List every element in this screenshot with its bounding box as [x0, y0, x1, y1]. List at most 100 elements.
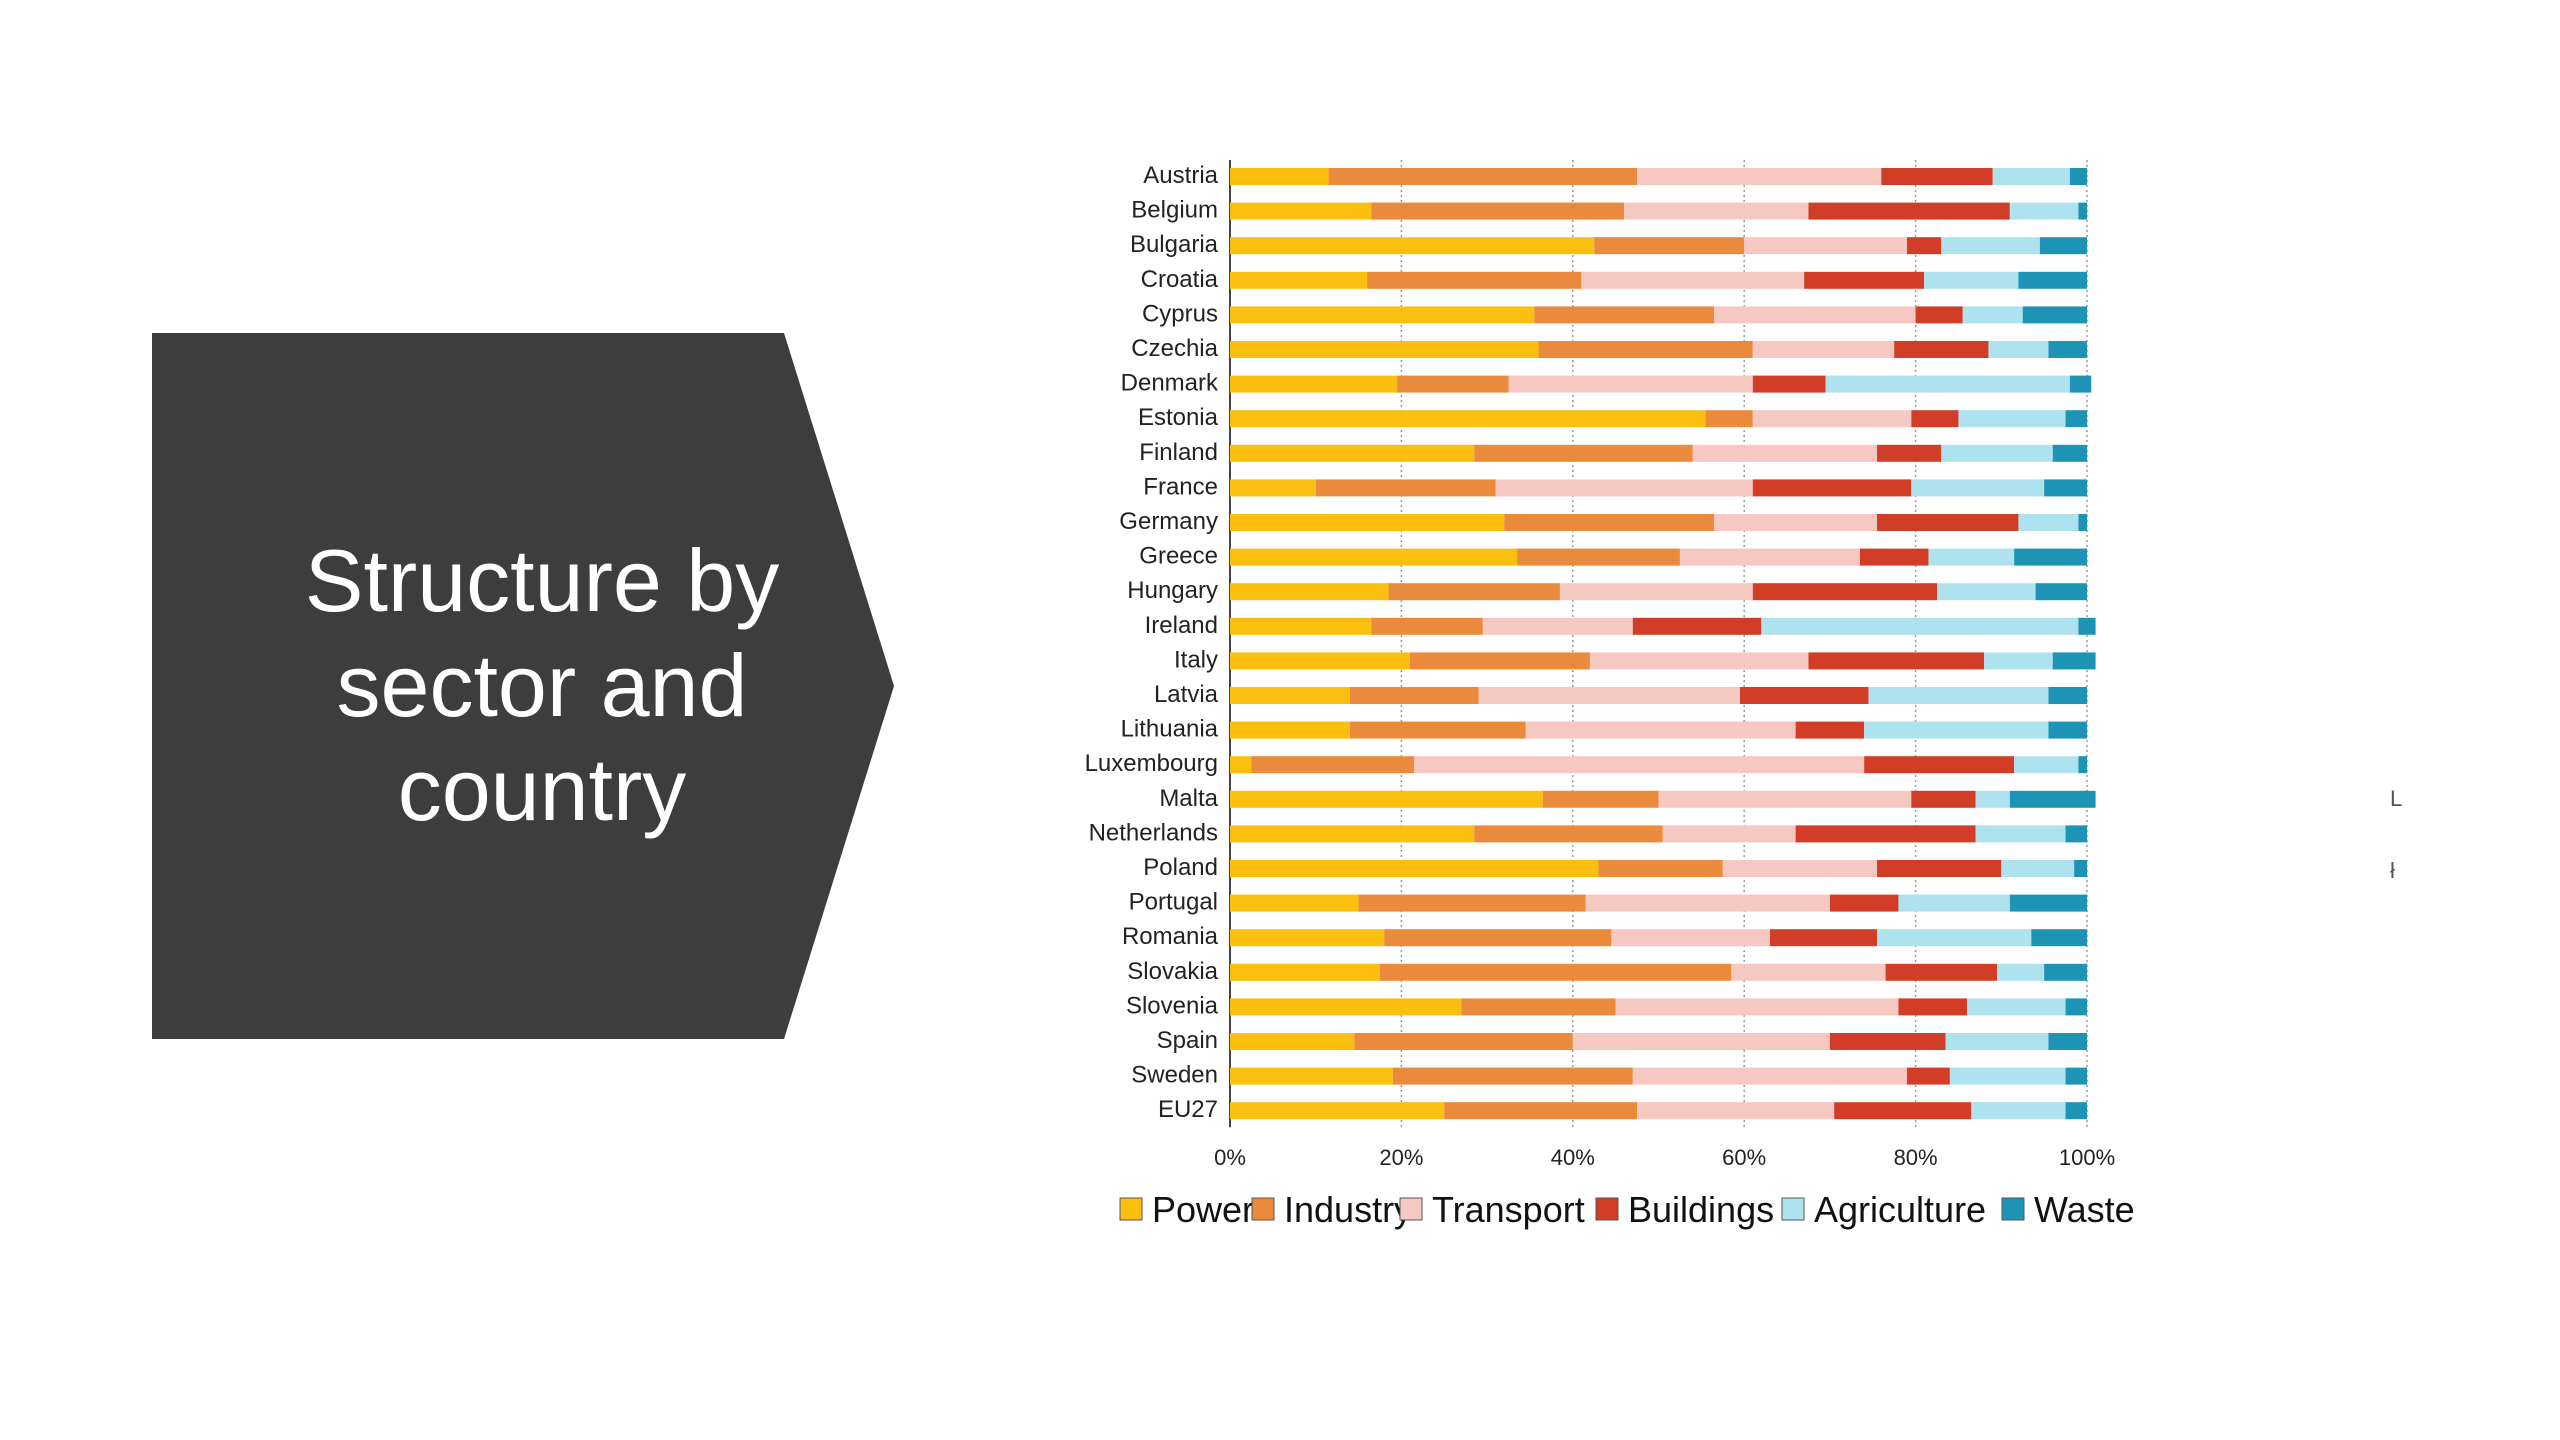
bar-segment: [2052, 444, 2087, 462]
bar-segment: [1752, 479, 1912, 497]
bar-segment: [2009, 202, 2079, 220]
bar-segment: [1559, 583, 1753, 601]
bar-segment: [1898, 998, 1968, 1016]
category-label: Germany: [1119, 508, 1218, 535]
chart-gridlines: [1229, 160, 2088, 1128]
bar-segment: [1230, 514, 1505, 531]
bar-segment: [1924, 271, 2019, 289]
legend-label: Buildings: [1628, 1189, 1774, 1230]
bar-segment: [2065, 1067, 2087, 1085]
category-label: Sweden: [1131, 1062, 1218, 1089]
bar-segment: [1230, 306, 1535, 324]
bar-segment: [1958, 410, 2066, 428]
category-label: Croatia: [1141, 266, 1219, 293]
bar-segment: [2031, 929, 2087, 947]
legend-swatch: [1119, 1197, 1143, 1221]
bar-segment: [1230, 687, 1350, 704]
category-label: Czechia: [1131, 335, 1218, 362]
bar-segment: [1384, 929, 1612, 947]
category-labels: Austria Belgium Bulgaria Croatia Cyprus Czech…: [1085, 162, 1219, 1123]
bar-segment: [1354, 1033, 1573, 1050]
bar-segment: [1915, 306, 1963, 324]
bar-segment: [1230, 444, 1475, 462]
category-label: Italy: [1174, 646, 1218, 673]
bar-segment: [2014, 548, 2087, 566]
category-label: Poland: [1143, 854, 1218, 881]
bar-segment: [1679, 548, 1860, 566]
bar-segment: [1589, 652, 1809, 670]
bar-segment: [1525, 721, 1796, 739]
bar-segment: [1315, 479, 1496, 497]
x-tick-label: 20%: [1379, 1145, 1423, 1170]
legend-swatch: [1399, 1197, 1423, 1221]
bar-segment: [1997, 963, 2045, 981]
bar-segment: [1474, 444, 1693, 462]
bar-segment: [1808, 202, 2010, 220]
bar-segment: [1388, 583, 1560, 601]
bar-segment: [2018, 271, 2087, 289]
bar-segment: [1367, 271, 1582, 289]
bar-segment: [1230, 341, 1539, 358]
category-label: Slovakia: [1127, 958, 1218, 985]
bar-segment: [1230, 756, 1252, 774]
bar-segment: [1637, 168, 1882, 185]
bar-segment: [1230, 860, 1599, 877]
bar-segment: [1517, 548, 1680, 566]
legend-label: Waste: [2034, 1189, 2135, 1230]
bar-segment: [1911, 479, 2045, 497]
bar-segment: [1692, 444, 1878, 462]
bar-segment: [1230, 548, 1518, 566]
bar-segment: [1705, 410, 1753, 428]
bar-segment: [1349, 721, 1526, 739]
bar-segment: [1941, 444, 2053, 462]
bar-segment: [1829, 1033, 1946, 1050]
bar-segment: [2065, 1102, 2087, 1120]
bar-segment: [1992, 168, 2070, 185]
category-label: Slovenia: [1126, 992, 1219, 1019]
bar-segment: [1230, 583, 1389, 601]
legend-label: Agriculture: [1814, 1189, 1986, 1230]
x-axis-ticks: 0% 20% 40% 60% 80% 100%: [1214, 1145, 2115, 1170]
category-label: Bulgaria: [1130, 231, 1219, 258]
bar-segment: [1349, 687, 1479, 704]
bar-segment: [1632, 617, 1762, 635]
bar-segment: [1230, 1067, 1393, 1085]
category-label: Hungary: [1127, 577, 1218, 604]
bar-segment: [1371, 617, 1483, 635]
bar-segment: [1230, 825, 1475, 843]
bar-segment: [2048, 1033, 2087, 1050]
bar-segment: [2035, 583, 2087, 601]
bar-segment: [2018, 514, 2079, 531]
bar-segment: [1731, 963, 1886, 981]
legend-swatch: [2001, 1197, 2025, 1221]
x-tick-label: 100%: [2059, 1145, 2115, 1170]
bar-segment: [1230, 1102, 1445, 1120]
bar-segment: [2009, 894, 2087, 912]
category-label: Estonia: [1138, 404, 1219, 431]
bar-segment: [1328, 168, 1638, 185]
bar-segment: [1868, 687, 2049, 704]
bar-segment: [1834, 1102, 1972, 1120]
bar-segment: [1714, 514, 1878, 531]
bar-segment: [1230, 721, 1350, 739]
legend-label: Power: [1152, 1189, 1254, 1230]
bar-segment: [1752, 410, 1912, 428]
bar-segment: [2048, 341, 2087, 358]
bar-segment: [2069, 168, 2087, 185]
bar-segment: [1911, 790, 1976, 808]
bar-segment: [1885, 963, 1998, 981]
bar-segment: [1542, 790, 1659, 808]
edge-fragment-text: ł: [2390, 858, 2395, 883]
bar-segment: [1949, 1067, 2066, 1085]
bar-segment: [1658, 790, 1912, 808]
category-label: Denmark: [1121, 370, 1219, 397]
bar-segment: [2001, 860, 2075, 877]
bar-segment: [1504, 514, 1715, 531]
bar-segment: [1808, 652, 1985, 670]
bar-segment: [2009, 790, 2096, 808]
bar-segment: [1881, 168, 1993, 185]
bar-segment: [1397, 375, 1509, 393]
category-label: France: [1143, 473, 1218, 500]
